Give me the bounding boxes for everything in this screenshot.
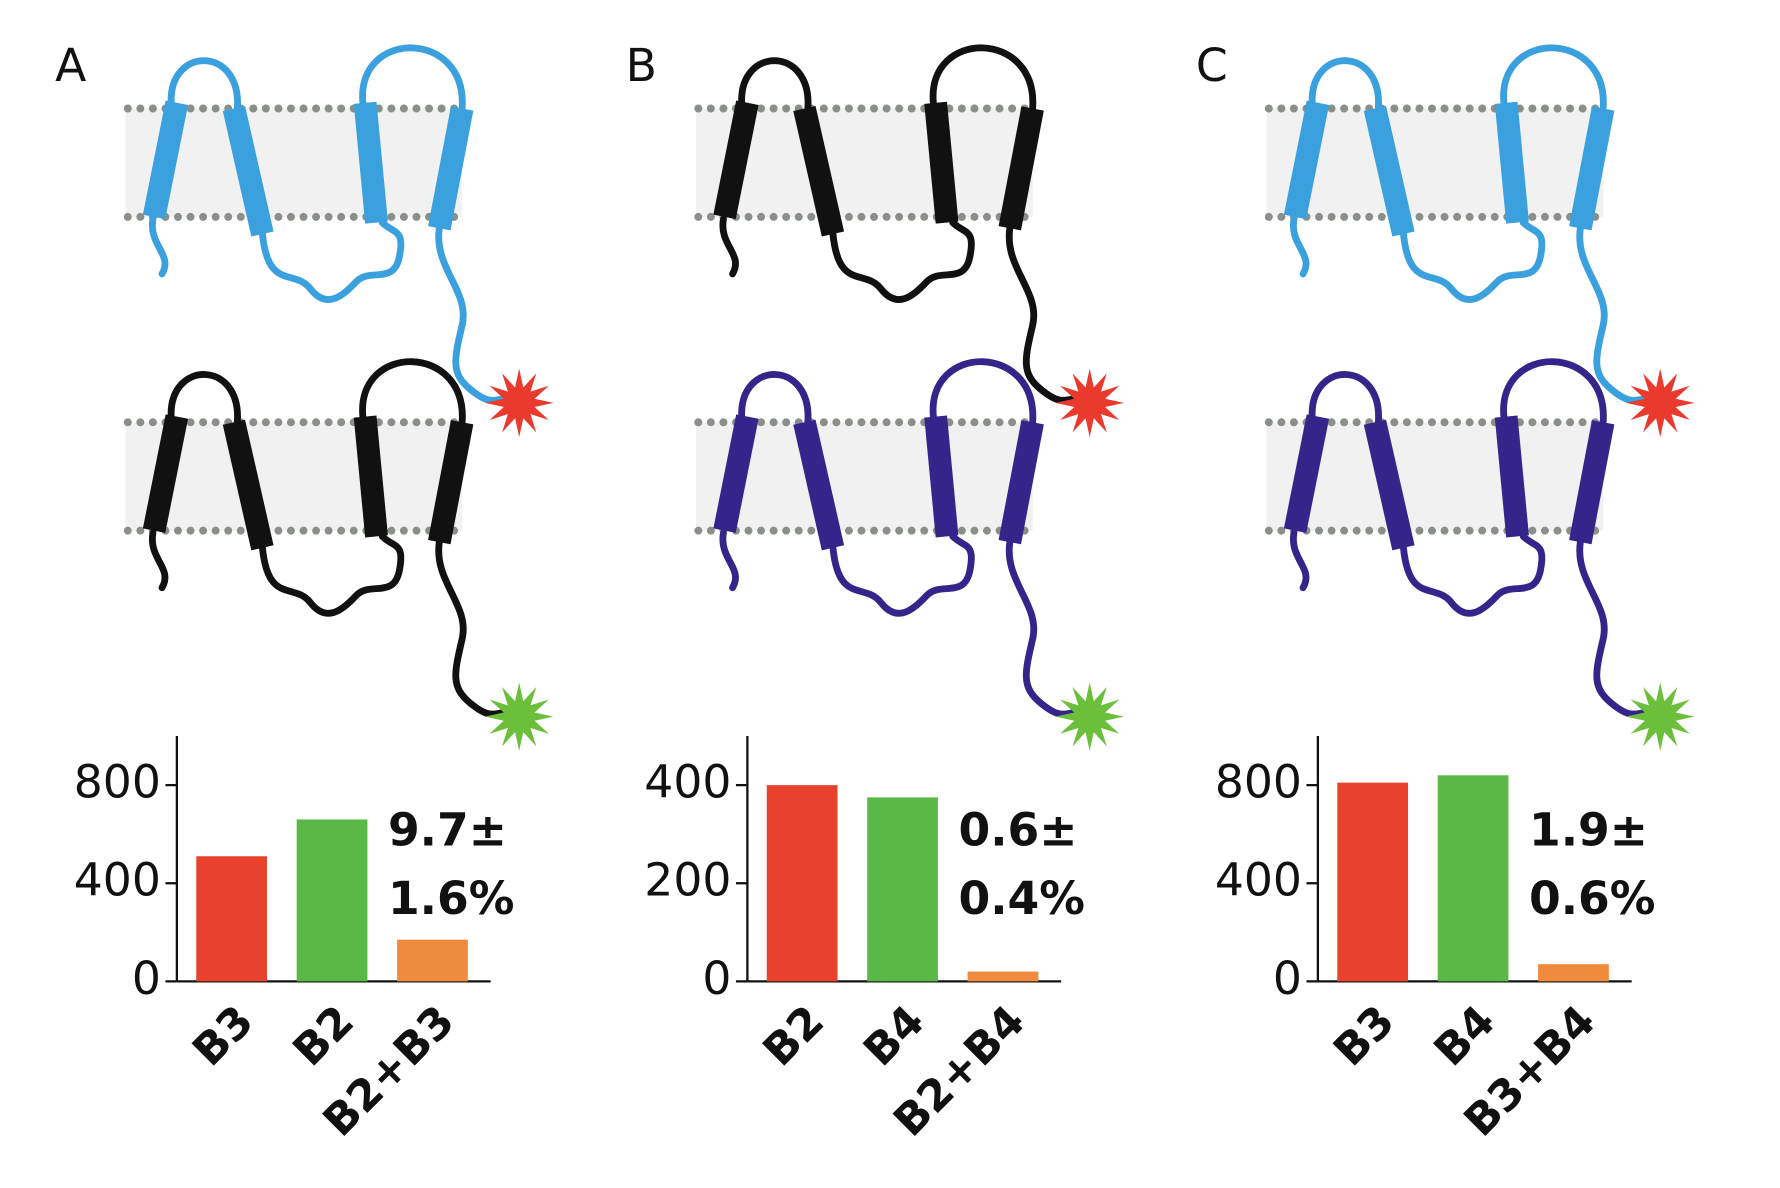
helix [353, 101, 388, 224]
bar [766, 785, 838, 982]
bar [967, 971, 1039, 982]
annotation: 1.9± [1529, 804, 1648, 857]
loop [929, 358, 1037, 426]
loop [1400, 532, 1546, 617]
y-tick-label: 200 [644, 854, 731, 907]
y-tick-label: 800 [1215, 756, 1302, 809]
loop [359, 44, 466, 112]
y-tick-label: 400 [1215, 854, 1302, 907]
annotation: 1.6% [388, 872, 515, 925]
loop [719, 215, 739, 278]
y-tick-label: 0 [1273, 952, 1302, 1005]
loop [929, 44, 1037, 112]
loop [435, 224, 520, 404]
bar [1337, 782, 1409, 982]
helix [1569, 420, 1615, 545]
bar [397, 939, 468, 982]
x-tick-label: B3 [1324, 996, 1404, 1076]
fluorophore [1625, 682, 1695, 751]
loop [1289, 529, 1310, 592]
helix [1569, 106, 1615, 231]
annotation: 9.7± [388, 804, 507, 857]
loop [1005, 224, 1090, 404]
loop [738, 57, 812, 112]
loop [1400, 219, 1546, 303]
loop [1576, 224, 1661, 404]
loop [359, 358, 466, 426]
helix [428, 420, 474, 545]
loop [148, 215, 169, 278]
x-tick-label: B3 [183, 996, 263, 1076]
helix [1283, 100, 1330, 220]
helix [1494, 415, 1529, 538]
loop [1500, 358, 1607, 426]
bar [296, 819, 368, 982]
loop [167, 57, 241, 112]
helix [713, 414, 759, 533]
y-tick-label: 400 [644, 756, 731, 809]
loop [1308, 57, 1382, 112]
x-tick-label: B2 [754, 996, 834, 1076]
loop [1576, 538, 1661, 718]
panel-label: A [55, 39, 86, 92]
fluorophore [484, 368, 554, 438]
loop [167, 371, 241, 426]
loop [1500, 44, 1607, 112]
helix [428, 106, 474, 231]
loop [259, 532, 405, 617]
panel-label: B [626, 39, 657, 92]
loop [829, 532, 975, 617]
bar [867, 797, 938, 982]
loop [829, 219, 975, 303]
loop [738, 371, 812, 426]
annotation: 0.6± [958, 804, 1077, 857]
y-tick-label: 0 [702, 952, 731, 1005]
y-tick-label: 800 [74, 756, 161, 809]
helix [793, 105, 845, 237]
helix [1363, 419, 1415, 551]
helix [1494, 101, 1529, 224]
bar [196, 856, 267, 982]
loop [1005, 538, 1090, 718]
y-tick-label: 400 [74, 854, 161, 907]
loop [435, 538, 520, 718]
helix [142, 100, 189, 220]
helix [998, 106, 1044, 231]
loop [259, 219, 405, 303]
helix [713, 100, 759, 220]
helix [222, 419, 274, 551]
x-tick-label: B2 [284, 996, 364, 1076]
fluorophore [1055, 682, 1124, 751]
loop [1289, 215, 1310, 278]
helix [353, 415, 388, 538]
helix [924, 101, 959, 224]
helix [998, 420, 1044, 545]
fluorophore [1625, 368, 1695, 438]
panel-label: C [1196, 39, 1228, 92]
bar [1437, 775, 1509, 982]
helix [1363, 105, 1415, 237]
y-tick-label: 0 [132, 952, 161, 1005]
bar [1538, 964, 1609, 982]
fluorophore [484, 682, 554, 751]
x-tick-label: B4 [1425, 996, 1505, 1076]
loop [1308, 371, 1382, 426]
loop [148, 529, 169, 592]
loop [719, 529, 739, 592]
fluorophore [1055, 368, 1124, 438]
annotation: 0.4% [958, 872, 1085, 925]
helix [793, 419, 845, 551]
annotation: 0.6% [1529, 872, 1656, 925]
helix [222, 105, 274, 237]
x-tick-label: B4 [854, 996, 934, 1076]
helix [924, 415, 959, 538]
helix [1283, 414, 1330, 533]
helix [142, 414, 189, 533]
